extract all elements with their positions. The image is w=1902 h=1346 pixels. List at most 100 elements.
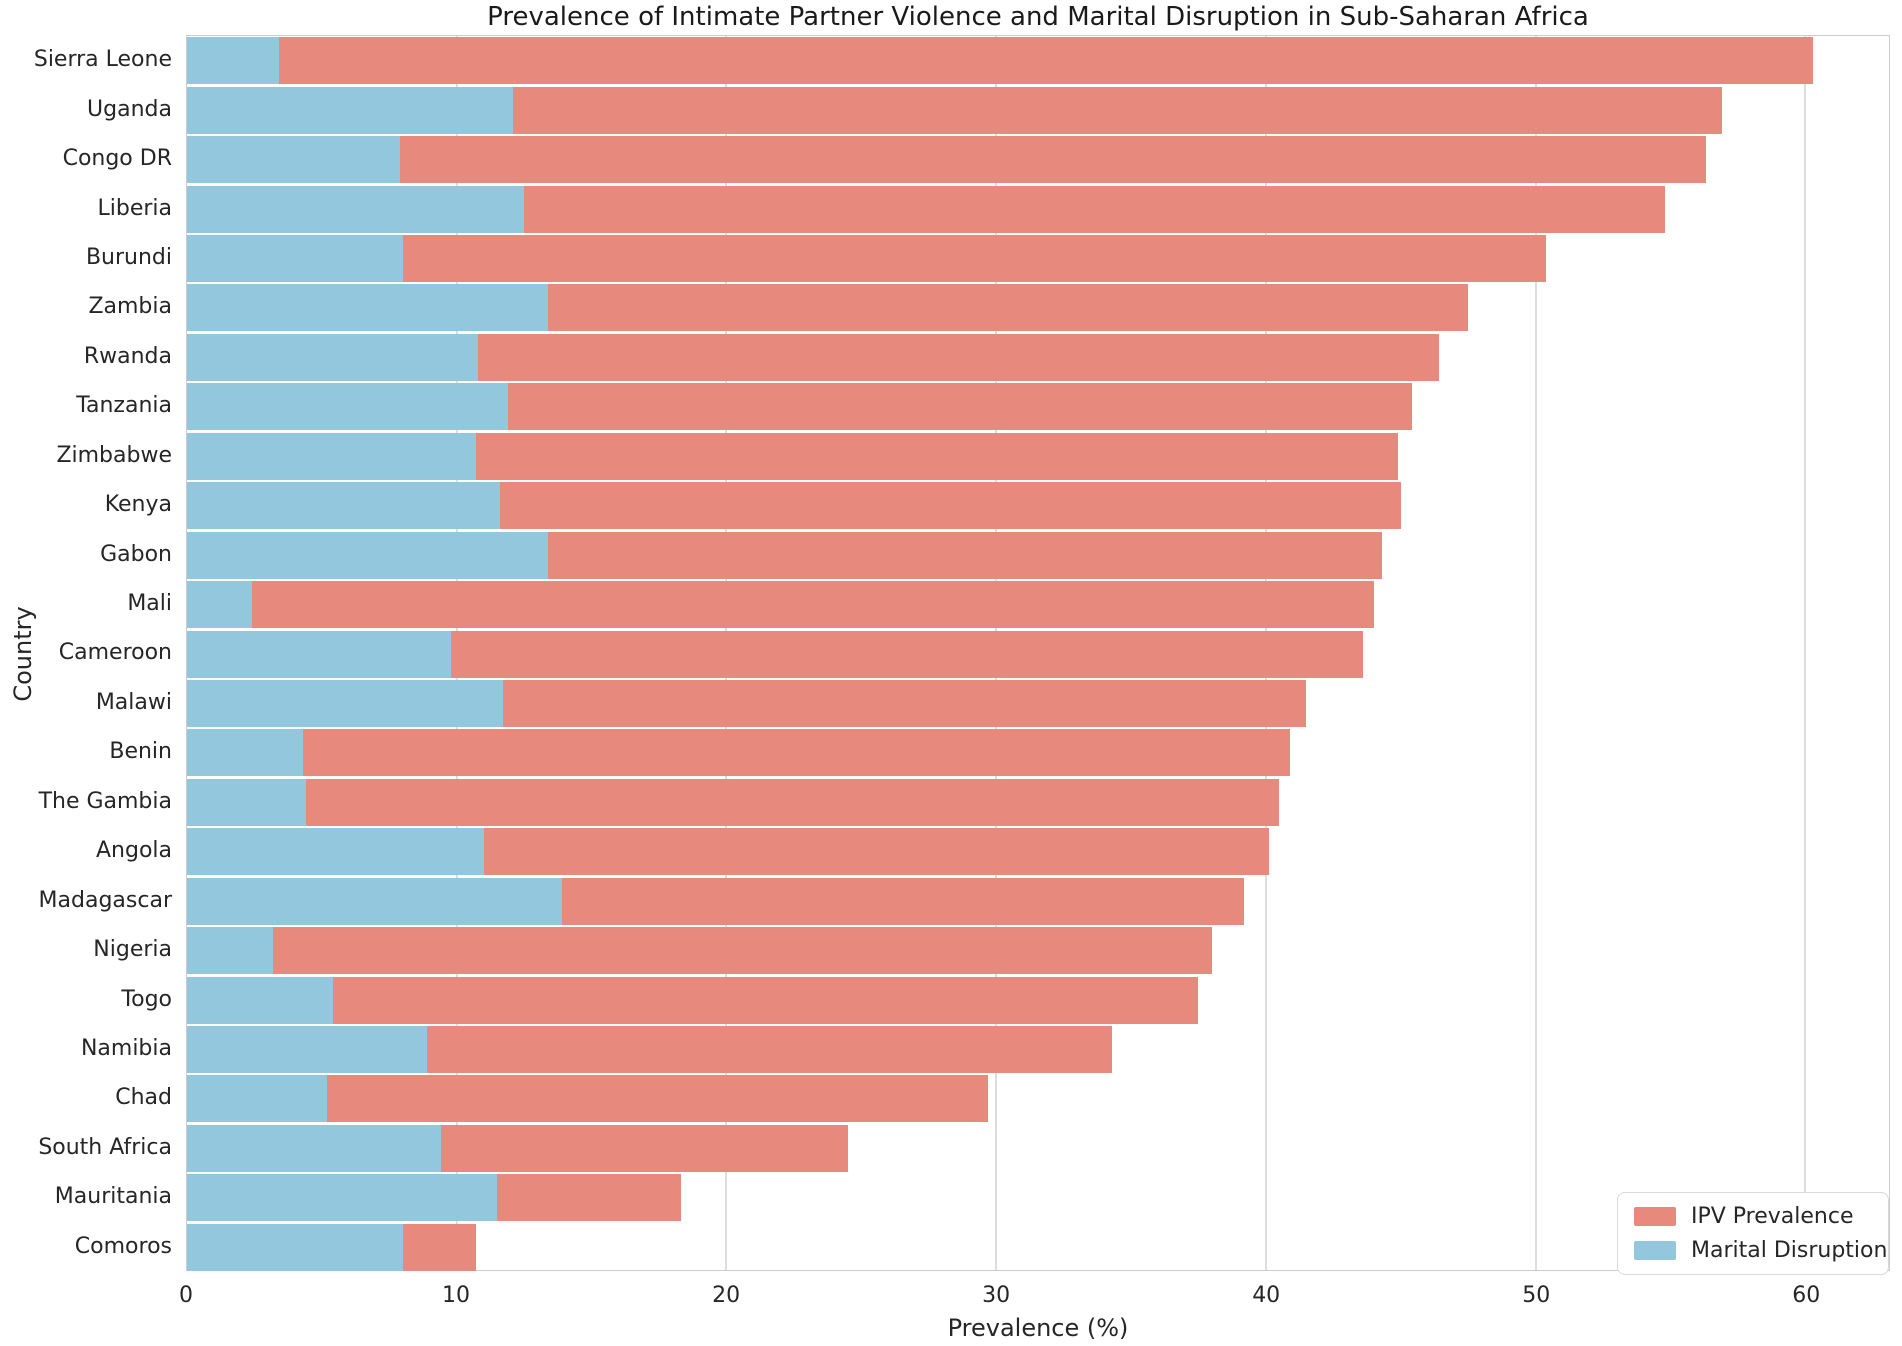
marital-bar <box>187 1124 441 1172</box>
marital-bar <box>187 778 306 826</box>
x-axis-label: Prevalence (%) <box>947 1314 1129 1342</box>
marital-bar <box>187 630 452 678</box>
bar-row <box>187 432 1889 480</box>
y-tick-label: Angola <box>95 838 172 864</box>
ipv-bar <box>187 927 1212 975</box>
y-tick-label: Mali <box>127 591 172 617</box>
ipv-bar <box>187 37 1814 85</box>
y-tick-label: Togo <box>121 986 172 1012</box>
y-tick-label: Madagascar <box>38 887 172 913</box>
marital-bar <box>187 482 500 530</box>
legend-label-marital: Marital Disruption <box>1691 1238 1888 1263</box>
legend-swatch-ipv-icon <box>1634 1207 1676 1226</box>
marital-bar <box>187 828 484 876</box>
y-tick-label: Mauritania <box>54 1184 172 1210</box>
bar-row <box>187 86 1889 134</box>
bar-row <box>187 877 1889 925</box>
bar-row <box>187 1223 1889 1271</box>
y-tick-label: Zimbabwe <box>56 442 172 468</box>
legend-label-ipv: IPV Prevalence <box>1691 1204 1854 1229</box>
y-tick-label: Cameroon <box>58 640 172 666</box>
y-tick-label: Benin <box>109 739 172 765</box>
ipv-bar <box>187 778 1280 826</box>
chart-title: Prevalence of Intimate Partner Violence … <box>487 2 1589 32</box>
y-tick-labels: Sierra Leone Uganda Congo DR Liberia Burundi… <box>0 35 172 1271</box>
y-tick-label: Uganda <box>87 96 172 122</box>
y-tick-label: Malawi <box>95 689 172 715</box>
marital-bar <box>187 37 279 85</box>
ipv-bar <box>187 729 1291 777</box>
marital-bar <box>187 581 252 629</box>
y-tick-label: South Africa <box>38 1134 172 1160</box>
marital-bar <box>187 1075 328 1123</box>
x-tick-label: 0 <box>179 1283 193 1308</box>
marital-bar <box>187 1026 428 1074</box>
y-tick-label: Chad <box>115 1085 172 1111</box>
legend-swatch-marital-icon <box>1634 1241 1676 1260</box>
bar-row <box>187 383 1889 431</box>
plot-area <box>186 35 1890 1271</box>
x-tick-label: 40 <box>1252 1283 1281 1308</box>
bar-row <box>187 185 1889 233</box>
bar-row <box>187 828 1889 876</box>
bar-row <box>187 976 1889 1024</box>
marital-bar <box>187 234 403 282</box>
y-tick-label: Congo DR <box>62 146 172 172</box>
x-tick-label: 10 <box>442 1283 471 1308</box>
marital-bar <box>187 877 562 925</box>
legend: IPV Prevalence Marital Disruption <box>1617 1192 1889 1275</box>
bar-row <box>187 1174 1889 1222</box>
x-axis: 0 10 20 30 40 50 60 <box>179 1283 1890 1313</box>
y-tick-label: Rwanda <box>83 343 172 369</box>
y-tick-label: Nigeria <box>93 937 172 963</box>
bar-row <box>187 679 1889 727</box>
bar-row <box>187 630 1889 678</box>
bar-row <box>187 482 1889 530</box>
ipv-bar <box>187 581 1374 629</box>
marital-bar <box>187 729 303 777</box>
bar-row <box>187 531 1889 579</box>
x-tick-label: 50 <box>1522 1283 1551 1308</box>
y-tick-label: Tanzania <box>76 393 172 419</box>
marital-bar <box>187 185 525 233</box>
gridline-60 <box>1804 36 1807 1270</box>
y-tick-label: Sierra Leone <box>33 47 172 73</box>
bar-row <box>187 927 1889 975</box>
gridline-50 <box>1534 36 1537 1270</box>
marital-bar <box>187 1174 498 1222</box>
legend-item-ipv: IPV Prevalence <box>1634 1204 1872 1229</box>
bar-row <box>187 729 1889 777</box>
marital-bar <box>187 333 479 381</box>
bar-row <box>187 778 1889 826</box>
bar-row <box>187 333 1889 381</box>
marital-bar <box>187 679 503 727</box>
y-tick-label: Namibia <box>80 1036 172 1062</box>
bar-row <box>187 136 1889 184</box>
y-tick-label: The Gambia <box>38 788 172 814</box>
bar-row <box>187 37 1889 85</box>
bar-row <box>187 234 1889 282</box>
marital-bar <box>187 927 274 975</box>
marital-bar <box>187 383 508 431</box>
marital-bar <box>187 432 476 480</box>
bar-row <box>187 1075 1889 1123</box>
bar-row <box>187 1026 1889 1074</box>
bar-row <box>187 284 1889 332</box>
marital-bar <box>187 284 549 332</box>
x-tick-label: 20 <box>712 1283 741 1308</box>
y-tick-label: Liberia <box>97 195 172 221</box>
ipv-bar <box>187 234 1547 282</box>
marital-bar <box>187 136 401 184</box>
bar-row <box>187 1124 1889 1172</box>
marital-bar <box>187 1223 403 1271</box>
x-tick-label: 60 <box>1792 1283 1821 1308</box>
marital-bar <box>187 531 549 579</box>
legend-item-marital: Marital Disruption <box>1634 1238 1887 1263</box>
y-tick-label: Kenya <box>104 492 172 518</box>
ipv-bar <box>187 976 1199 1024</box>
y-tick-label: Comoros <box>74 1233 172 1259</box>
ipv-bar <box>187 136 1706 184</box>
y-tick-label: Burundi <box>85 244 172 270</box>
bar-row <box>187 581 1889 629</box>
